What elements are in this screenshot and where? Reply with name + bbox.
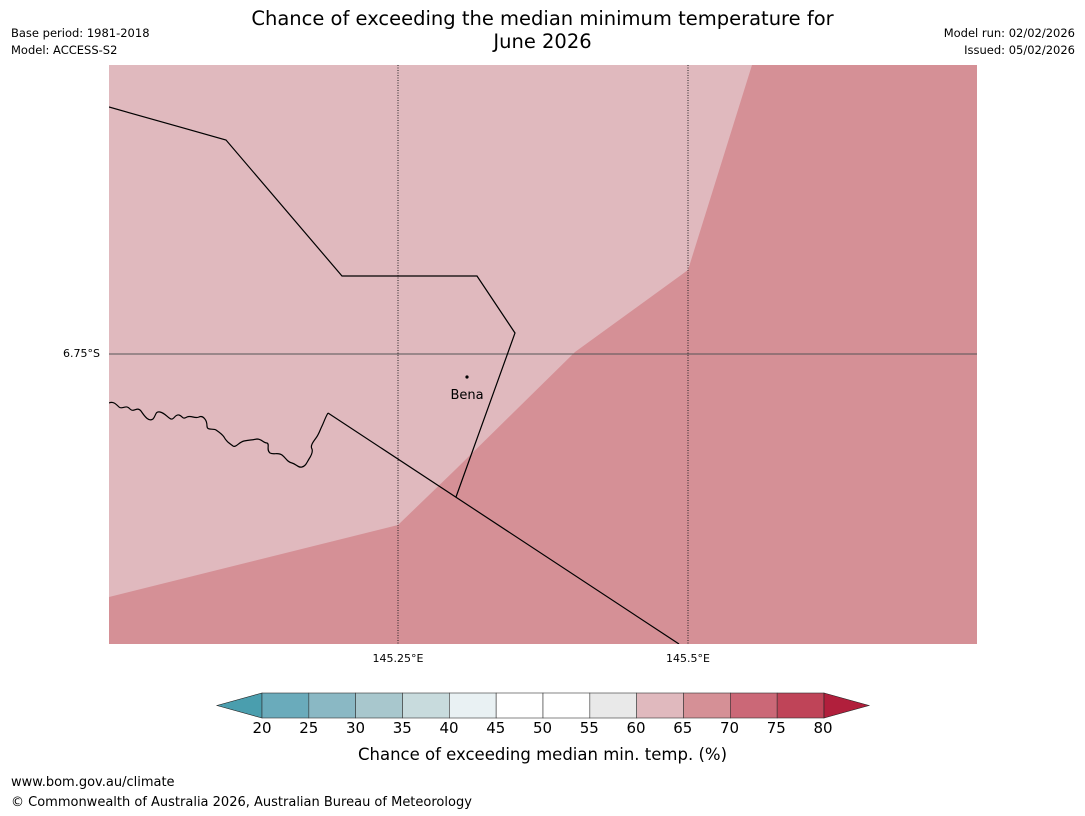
footer-copyright: © Commonwealth of Australia 2026, Austra…: [11, 795, 472, 810]
colorbar-swatch: [636, 692, 684, 719]
place-label-bena: Bena: [450, 388, 484, 403]
metadata-right: Model run: 02/02/2026 Issued: 05/02/2026: [944, 25, 1075, 59]
colorbar-tick: 50: [532, 719, 553, 737]
latitude-label: 6.75°S: [63, 347, 100, 360]
colorbar-swatch: [542, 692, 591, 719]
map-title: Chance of exceeding the median minimum t…: [200, 7, 885, 53]
colorbar-tick: 45: [486, 719, 506, 737]
colorbar-tick: 40: [439, 719, 459, 737]
colorbar: [215, 692, 871, 719]
colorbar-swatch: [776, 692, 825, 719]
colorbar-tick: 55: [579, 719, 599, 737]
title-line-1: Chance of exceeding the median minimum t…: [251, 7, 834, 30]
base-period-text: Base period: 1981-2018: [11, 26, 150, 40]
longitude-label: 145.5°E: [666, 652, 710, 665]
colorbar-swatch: [589, 692, 637, 719]
model-text: Model: ACCESS-S2: [11, 43, 118, 57]
colorbar-swatch: [730, 692, 778, 719]
longitude-label: 145.25°E: [372, 652, 424, 665]
colorbar-swatch: [683, 692, 731, 719]
colorbar-title: Chance of exceeding median min. temp. (%…: [357, 745, 728, 764]
province-boundary: [327, 412, 680, 644]
colorbar-tick: 75: [766, 719, 786, 737]
colorbar-swatch: [308, 692, 356, 719]
colorbar-tick: 30: [345, 719, 366, 737]
place-marker: [465, 375, 469, 379]
province-boundary: [109, 106, 516, 498]
colorbar-tick: 35: [392, 719, 412, 737]
colorbar-under-arrow: [215, 692, 263, 719]
footer-url: www.bom.gov.au/climate: [11, 775, 175, 790]
metadata-left: Base period: 1981-2018 Model: ACCESS-S2: [11, 25, 150, 59]
model-run-text: Model run: 02/02/2026: [943, 26, 1075, 40]
colorbar-tick: 70: [719, 719, 740, 737]
colorbar-swatch: [495, 692, 544, 719]
title-line-2: June 2026: [493, 30, 592, 53]
colorbar-tick: 80: [813, 719, 833, 737]
colorbar-swatch: [449, 692, 497, 719]
issued-text: Issued: 05/02/2026: [964, 43, 1075, 57]
colorbar-swatch: [261, 692, 310, 719]
colorbar-tick: 65: [673, 719, 693, 737]
river-boundary: [109, 401, 329, 468]
colorbar-tick: 25: [299, 719, 319, 737]
colorbar-tick: 60: [626, 719, 646, 737]
colorbar-over-arrow: [823, 692, 871, 719]
colorbar-swatch: [402, 692, 450, 719]
colorbar-tick: 20: [252, 719, 272, 737]
colorbar-swatch: [355, 692, 403, 719]
probability-region-65-70: [109, 65, 977, 644]
